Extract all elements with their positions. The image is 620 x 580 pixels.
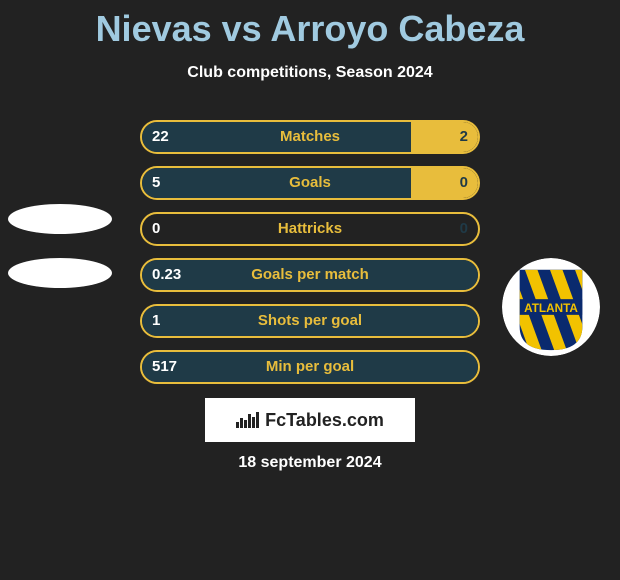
stat-row: 517Min per goal xyxy=(140,350,480,384)
stat-row: 0.23Goals per match xyxy=(140,258,480,292)
stat-row: 222Matches xyxy=(140,120,480,154)
left-badge-placeholder-1 xyxy=(8,204,112,234)
stat-row: 50Goals xyxy=(140,166,480,200)
stat-label: Goals xyxy=(142,168,478,198)
stat-label: Shots per goal xyxy=(142,306,478,336)
fctables-logo-text: FcTables.com xyxy=(236,410,384,431)
stat-row: 00Hattricks xyxy=(140,212,480,246)
badge-label: ATLANTA xyxy=(524,302,578,315)
stat-row: 1Shots per goal xyxy=(140,304,480,338)
fctables-logo: FcTables.com xyxy=(205,398,415,442)
atlanta-shield-icon: ATLANTA xyxy=(502,258,600,356)
stats-container: 222Matches 50Goals 00Hattricks 0.23Goals pe… xyxy=(140,120,480,396)
page-title: Nievas vs Arroyo Cabeza xyxy=(0,0,620,50)
stat-label: Matches xyxy=(142,122,478,152)
logo-label: FcTables.com xyxy=(265,410,384,431)
stat-label: Hattricks xyxy=(142,214,478,244)
page-subtitle: Club competitions, Season 2024 xyxy=(0,64,620,82)
right-club-badge: ATLANTA xyxy=(502,258,600,356)
bars-icon xyxy=(236,412,259,428)
stat-label: Goals per match xyxy=(142,260,478,290)
stat-label: Min per goal xyxy=(142,352,478,382)
left-badge-placeholder-2 xyxy=(8,258,112,288)
date-line: 18 september 2024 xyxy=(0,454,620,472)
